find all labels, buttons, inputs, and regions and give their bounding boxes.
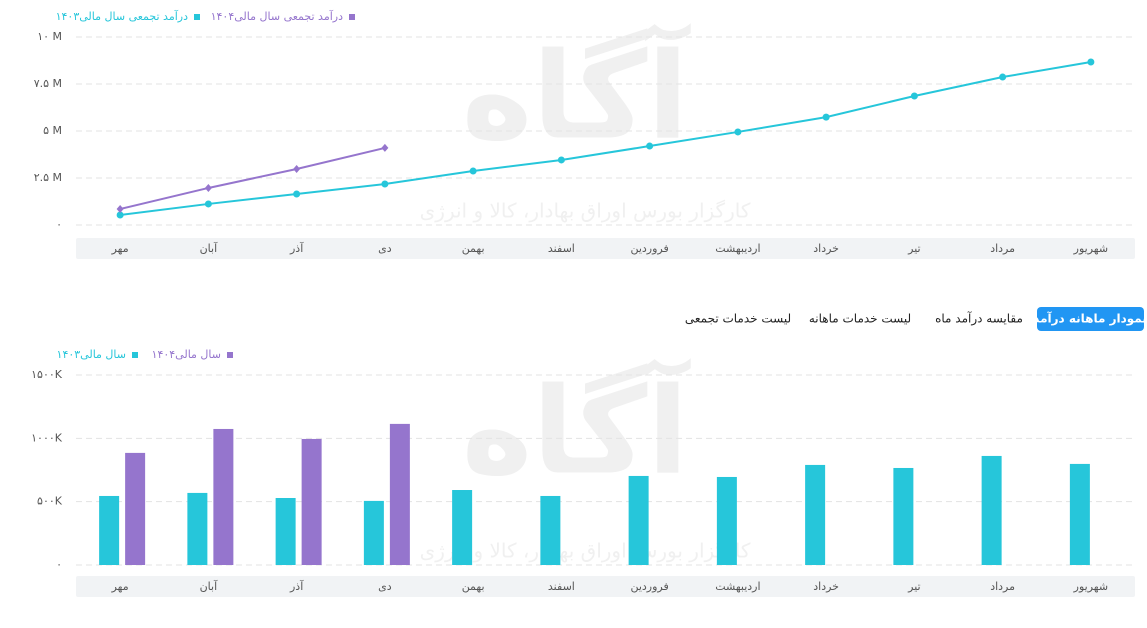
x-tick-label: خرداد (813, 580, 839, 593)
x-axis-band (76, 576, 1135, 597)
watermark-logo: آگاه (462, 23, 692, 167)
point (116, 211, 124, 219)
tab[interactable]: لیست خدمات ماهانه (809, 312, 911, 326)
bar (213, 428, 234, 565)
bar (275, 497, 296, 565)
point (734, 128, 742, 136)
x-tick-label: فروردین (630, 580, 668, 593)
y-tick-label: ۵۰۰K (37, 495, 63, 508)
point (999, 73, 1007, 81)
x-tick-label: دی (378, 242, 392, 255)
bar (389, 423, 410, 565)
watermark-text: کارگزار بورس اوراق بهادار، کالا و انرژی (420, 539, 751, 563)
tab-active-bg[interactable] (1037, 307, 1144, 331)
series-line (120, 61, 1092, 217)
legend-swatch (194, 14, 200, 20)
tab[interactable]: نمودار ماهانه درآمد (1033, 311, 1147, 327)
x-tick-label: خرداد (813, 242, 839, 255)
x-tick-label: اردیبهشت (715, 242, 760, 255)
bar (805, 464, 826, 565)
bar (301, 438, 322, 565)
x-tick-label: مهر (111, 242, 129, 255)
x-tick-label: تیر (907, 242, 920, 255)
bar (187, 492, 208, 565)
point (204, 200, 212, 208)
legend-label: درآمد تجمعی سال مالی۱۴۰۳ (56, 9, 188, 23)
x-tick-label: مرداد (990, 580, 1015, 593)
x-tick-label: شهریور (1073, 580, 1108, 593)
bar (125, 452, 146, 565)
bar (1069, 463, 1090, 565)
y-tick-label: ۵ M (43, 124, 62, 137)
legend-label: سال مالی۱۴۰۳ (57, 348, 126, 361)
point (557, 156, 565, 164)
x-tick-label: بهمن (462, 580, 485, 593)
x-tick-label: تیر (907, 580, 920, 593)
x-tick-label: فروردین (630, 242, 668, 255)
tab[interactable]: لیست خدمات تجمعی (685, 312, 791, 326)
x-tick-label: شهریور (1073, 242, 1108, 255)
bar (99, 495, 120, 565)
point (116, 205, 124, 214)
bar (452, 490, 473, 565)
bar (628, 475, 649, 565)
bar (540, 495, 561, 565)
point (469, 167, 477, 175)
y-tick-label: ۰ (56, 558, 62, 571)
y-tick-label: ۱۰ M (37, 30, 62, 43)
x-tick-label: آذر (289, 579, 304, 593)
y-tick-label: ۱۵۰۰K (31, 368, 63, 381)
x-tick-label: مرداد (990, 242, 1015, 255)
point (646, 142, 654, 150)
point (910, 92, 918, 100)
point (204, 183, 212, 192)
y-tick-label: ۷.۵ M (34, 77, 62, 90)
tab[interactable]: مقایسه درآمد ماه (935, 311, 1023, 327)
legend-swatch (227, 352, 233, 358)
x-tick-label: آبان (200, 579, 218, 593)
legend-label: درآمد تجمعی سال مالی۱۴۰۴ (211, 9, 343, 23)
point (381, 143, 389, 152)
x-tick-label: مهر (111, 580, 129, 593)
point (1087, 58, 1095, 66)
x-tick-label: آذر (289, 241, 304, 255)
x-tick-label: اسفند (548, 580, 575, 593)
bar (716, 476, 737, 565)
x-tick-label: اردیبهشت (715, 580, 760, 593)
legend-swatch (349, 14, 355, 20)
x-tick-label: بهمن (462, 242, 485, 255)
watermark-text: کارگزار بورس اوراق بهادار، کالا و انرژی (420, 199, 751, 223)
legend-label: سال مالی۱۴۰۴ (152, 348, 221, 361)
point (293, 164, 301, 173)
y-tick-label: ۲.۵ M (34, 171, 62, 184)
bar (363, 500, 384, 565)
point (822, 113, 830, 121)
legend-swatch (132, 352, 138, 358)
y-tick-label: ۱۰۰۰K (31, 431, 63, 444)
bar (893, 467, 914, 565)
y-tick-label: ۰ (56, 218, 62, 231)
point (381, 180, 389, 188)
series-line (119, 146, 386, 210)
watermark-logo: آگاه (462, 358, 692, 502)
bar (981, 455, 1002, 565)
x-axis-band (76, 238, 1135, 259)
x-tick-label: دی (378, 580, 392, 593)
x-tick-label: آبان (200, 241, 218, 255)
point (293, 190, 301, 198)
x-tick-label: اسفند (548, 242, 575, 255)
